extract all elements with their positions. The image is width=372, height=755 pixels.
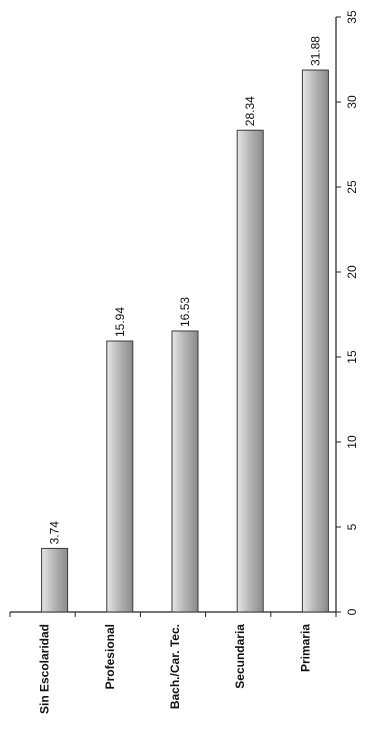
bar-4 xyxy=(301,69,329,613)
category-label-3: Secundaria xyxy=(233,624,247,689)
value-tick-label-10: 10 xyxy=(345,435,359,449)
bar-3 xyxy=(236,129,264,613)
bar-0 xyxy=(41,547,69,613)
value-tick-label-30: 30 xyxy=(345,95,359,109)
bar-2 xyxy=(171,330,199,613)
data-label-4: 31.88 xyxy=(308,36,322,66)
category-label-2: Bach./Car. Tec. xyxy=(168,624,182,709)
category-label-0: Sin Escolaridad xyxy=(38,624,52,714)
data-label-2: 16.53 xyxy=(178,297,192,327)
data-label-1: 15.94 xyxy=(113,307,127,337)
data-label-0: 3.74 xyxy=(48,521,62,545)
value-tick-label-20: 20 xyxy=(345,265,359,279)
value-tick-label-0: 0 xyxy=(345,608,359,615)
data-label-3: 28.34 xyxy=(243,96,257,126)
category-label-4: Primaria xyxy=(298,624,312,672)
value-tick-label-25: 25 xyxy=(345,180,359,194)
value-tick-label-35: 35 xyxy=(345,10,359,24)
value-tick-label-5: 5 xyxy=(345,523,359,530)
bar-1 xyxy=(106,340,134,613)
category-label-1: Profesional xyxy=(103,624,117,689)
plot-area: 0 5 10 15 20 25 30 35 3.74 Sin Escolaridad 15.94 Pr… xyxy=(9,10,359,714)
value-tick-label-15: 15 xyxy=(345,350,359,364)
